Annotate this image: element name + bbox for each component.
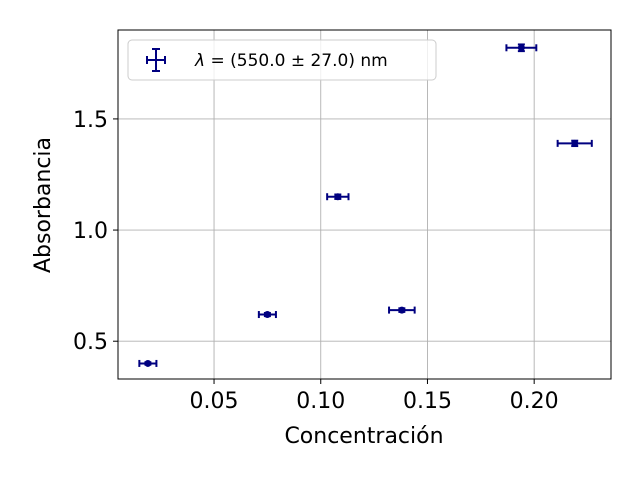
y-tick-label: 1.0	[73, 219, 108, 244]
y-tick-label: 0.5	[73, 330, 108, 355]
legend-errorbar-marker	[146, 48, 166, 72]
data-point-group	[505, 43, 538, 53]
legend-label: λ = (550.0 ± 27.0) nm	[194, 51, 388, 71]
grid-lines	[118, 30, 611, 379]
x-axis-label: Concentración	[284, 424, 443, 449]
legend: λ = (550.0 ± 27.0) nm	[127, 39, 437, 81]
data-point	[571, 139, 579, 147]
plot-frame	[117, 29, 612, 380]
data-point-group	[138, 359, 158, 367]
data-point-group	[556, 139, 593, 148]
x-tick-label: 0.15	[403, 389, 452, 414]
y-axis-label: Absorbancia	[31, 137, 56, 273]
x-tick-label: 0.20	[510, 389, 559, 414]
data-point	[398, 306, 406, 314]
y-tick-label: 1.5	[73, 108, 108, 133]
data-point-group	[326, 193, 350, 201]
data-series	[138, 43, 593, 367]
data-point-group	[388, 306, 416, 314]
data-point	[334, 193, 342, 201]
data-point	[144, 359, 152, 367]
x-tick-label: 0.10	[296, 389, 345, 414]
legend-lambda: λ	[194, 51, 205, 71]
data-point	[517, 44, 525, 52]
legend-label-rest: = (550.0 ± 27.0) nm	[205, 51, 388, 71]
data-point-group	[257, 311, 277, 319]
data-point	[263, 311, 271, 319]
x-tick-label: 0.05	[190, 389, 239, 414]
axis-ticks: 0.05 0.10 0.15 0.20 0.5 1.0 1.5	[73, 108, 559, 414]
legend-box	[127, 39, 437, 81]
